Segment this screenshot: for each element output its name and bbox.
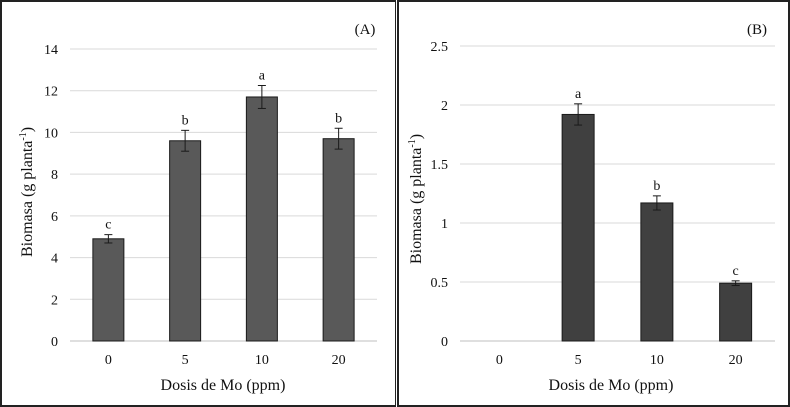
x-tick-label: 10 — [255, 353, 269, 368]
x-tick-label: 5 — [575, 353, 582, 368]
y-tick-label: 0.5 — [431, 276, 449, 291]
significance-letter: b — [653, 179, 660, 194]
chart-a-svg: (A) Dosis de Mo (ppm) Biomasa (g planta-… — [18, 22, 377, 394]
y-tick-label: 1.5 — [431, 158, 449, 173]
y-tick-label: 2 — [441, 99, 448, 114]
bar — [640, 202, 674, 342]
significance-letter: a — [575, 87, 582, 102]
y-tick-label: 2 — [51, 293, 58, 308]
chart-panel-a: (A) Dosis de Mo (ppm) Biomasa (g planta-… — [0, 0, 396, 407]
x-tick-label: 10 — [650, 353, 664, 368]
y-tick-label: 4 — [51, 252, 58, 267]
x-tick-label: 20 — [729, 353, 743, 368]
y-tick-label: 10 — [44, 126, 58, 141]
chart-b-ylabel: Biomasa (g planta-1) — [407, 134, 425, 264]
y-tick-label: 14 — [44, 43, 58, 58]
chart-b-ylabel-sup: -1 — [407, 139, 418, 147]
bar — [322, 138, 355, 342]
panel-b-label: (B) — [747, 22, 767, 38]
bar — [561, 113, 595, 342]
significance-letter: b — [182, 113, 189, 128]
x-tick-label: 20 — [332, 353, 346, 368]
y-tick-label: 2.5 — [431, 40, 449, 55]
bar — [92, 238, 125, 342]
chart-b-svg: (B) Dosis de Mo (ppm) Biomasa (g planta-… — [407, 22, 775, 394]
y-tick-label: 0 — [441, 335, 448, 350]
y-tick-label: 8 — [51, 168, 58, 183]
panel-a-label: (A) — [355, 22, 376, 38]
chart-b-ylabel-close: ) — [408, 134, 425, 139]
significance-letter: c — [105, 218, 111, 233]
chart-a-ylabel: Biomasa (g planta-1) — [18, 127, 36, 257]
bar — [169, 140, 202, 342]
significance-letter: a — [259, 69, 266, 84]
chart-a-ylabel-close: ) — [19, 127, 36, 132]
significance-letter: b — [335, 111, 342, 126]
y-tick-label: 6 — [51, 210, 58, 225]
bar — [719, 282, 753, 342]
chart-b-ylabel-main: Biomasa (g planta — [408, 148, 425, 264]
bar — [245, 96, 278, 342]
chart-b-xlabel: Dosis de Mo (ppm) — [549, 377, 674, 394]
chart-panel-b: (B) Dosis de Mo (ppm) Biomasa (g planta-… — [397, 0, 790, 407]
chart-a-xlabel: Dosis de Mo (ppm) — [161, 377, 286, 394]
chart-a-ylabel-main: Biomasa (g planta — [19, 141, 36, 257]
significance-letter: c — [733, 264, 739, 279]
x-tick-label: 5 — [182, 353, 189, 368]
chart-a-ylabel-sup: -1 — [18, 132, 29, 140]
x-tick-label: 0 — [105, 353, 112, 368]
x-tick-label: 0 — [496, 353, 503, 368]
y-tick-label: 1 — [441, 217, 448, 232]
y-tick-label: 12 — [44, 85, 58, 100]
y-tick-label: 0 — [51, 335, 58, 350]
